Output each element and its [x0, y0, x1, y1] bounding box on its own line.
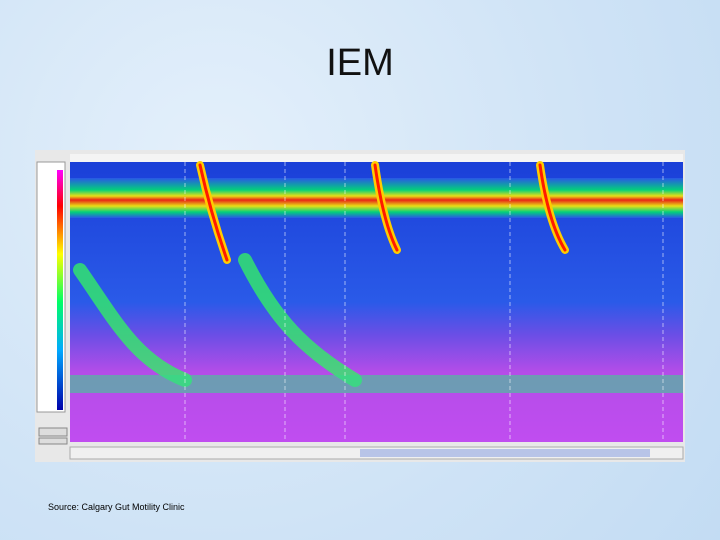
manometry-screenshot [35, 150, 685, 462]
set-range-button[interactable] [38, 427, 68, 437]
timeline-selection[interactable] [360, 449, 650, 457]
swallow-traces [73, 161, 569, 387]
trace [198, 163, 229, 262]
color-scale [57, 170, 63, 410]
trace [73, 263, 192, 387]
trace [538, 163, 567, 252]
trace [373, 163, 399, 252]
source-note: Source: Calgary Gut Motility Clinic [48, 502, 185, 512]
range-button[interactable] [38, 437, 68, 445]
header-bar [70, 154, 683, 162]
lower-sphincter-band [70, 375, 683, 393]
trace [238, 253, 362, 387]
event-markers [184, 162, 664, 442]
slide-title: IEM [326, 42, 394, 84]
